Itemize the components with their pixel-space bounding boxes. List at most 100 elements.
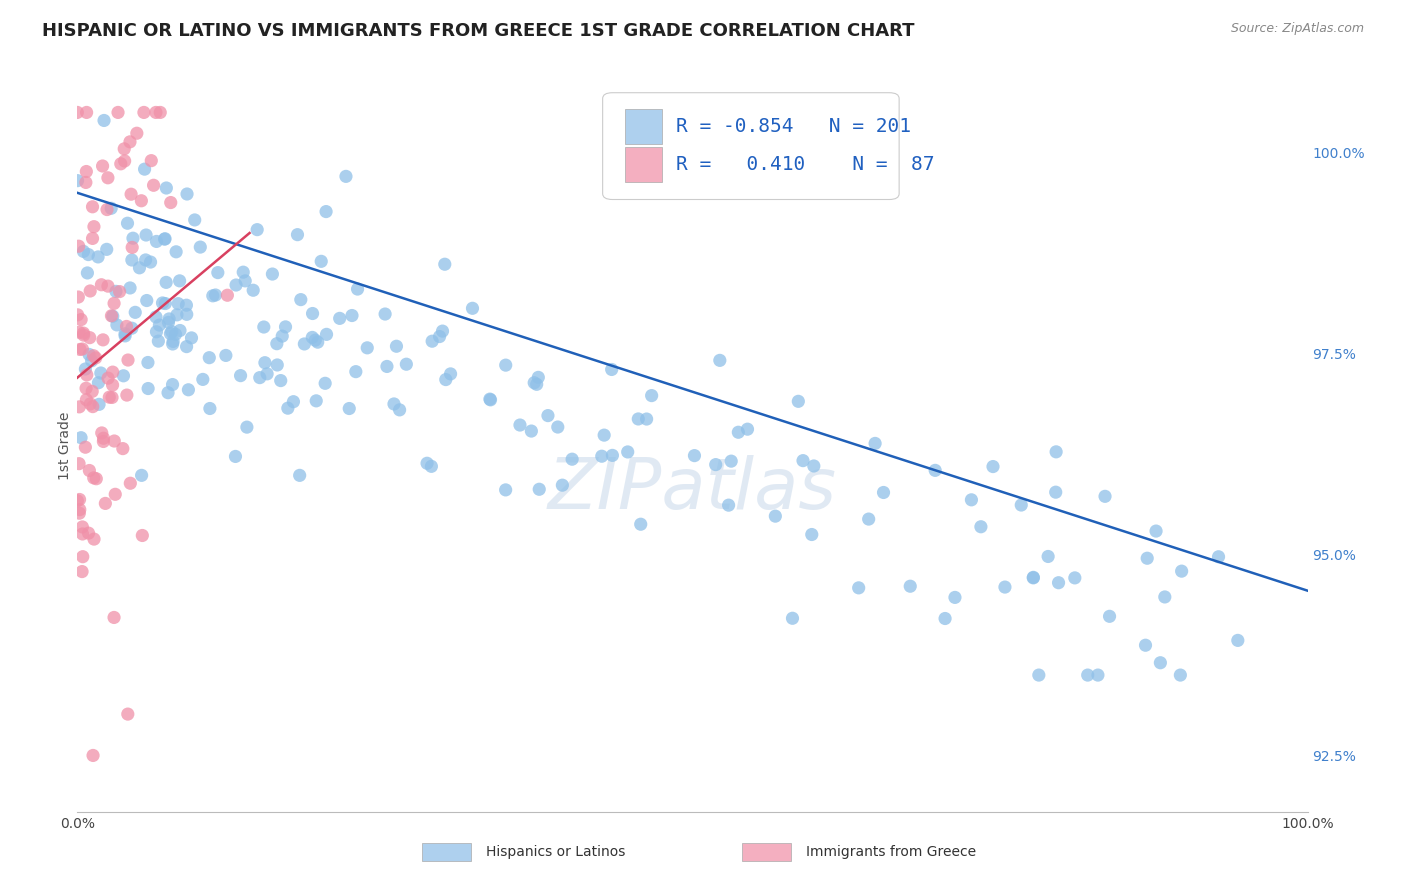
Point	[858, 512, 880, 526]
Point	[416, 456, 439, 470]
Point	[704, 458, 727, 472]
Point	[162, 377, 184, 392]
Point	[104, 285, 127, 299]
Point	[395, 357, 418, 371]
Point	[145, 325, 167, 339]
Point	[153, 232, 176, 246]
Point	[183, 213, 205, 227]
Point	[232, 265, 254, 279]
Point	[1144, 524, 1167, 538]
Point	[375, 359, 398, 374]
Point	[155, 296, 177, 310]
Point	[131, 468, 153, 483]
Point	[131, 528, 153, 542]
Point	[120, 476, 142, 491]
Point	[176, 307, 198, 321]
Point	[792, 453, 814, 467]
Point	[924, 463, 946, 477]
Point	[155, 276, 177, 290]
Point	[67, 239, 90, 253]
Point	[75, 176, 97, 190]
Point	[288, 468, 311, 483]
Point	[305, 393, 328, 408]
Point	[551, 478, 574, 492]
Text: Hispanics or Latinos: Hispanics or Latinos	[486, 845, 626, 859]
Point	[479, 392, 502, 407]
Point	[283, 394, 305, 409]
Point	[145, 235, 167, 249]
Point	[72, 342, 94, 356]
Point	[79, 397, 101, 411]
Point	[246, 222, 269, 236]
Point	[169, 274, 191, 288]
Point	[527, 370, 550, 384]
Point	[121, 240, 143, 254]
Point	[69, 343, 91, 357]
Point	[148, 334, 170, 348]
Point	[1063, 571, 1085, 585]
Point	[1170, 668, 1192, 682]
Point	[529, 483, 551, 497]
Point	[270, 374, 292, 388]
Point	[120, 187, 142, 202]
Point	[683, 449, 706, 463]
Point	[180, 331, 202, 345]
Point	[115, 388, 138, 402]
Point	[135, 293, 157, 308]
Point	[93, 434, 115, 449]
Point	[72, 549, 94, 564]
Point	[100, 309, 122, 323]
Point	[114, 329, 136, 343]
Point	[114, 153, 136, 168]
Point	[66, 174, 89, 188]
Point	[720, 454, 742, 468]
Point	[121, 252, 143, 267]
Point	[204, 288, 226, 302]
Bar	[624, 147, 662, 182]
Point	[198, 351, 221, 365]
Point	[307, 335, 329, 350]
Point	[135, 227, 157, 242]
Point	[117, 353, 139, 368]
Point	[224, 450, 246, 464]
Point	[523, 376, 546, 390]
Point	[526, 377, 548, 392]
Point	[101, 378, 124, 392]
Point	[115, 319, 138, 334]
Point	[1077, 668, 1099, 682]
Point	[1153, 590, 1175, 604]
Point	[271, 329, 294, 343]
Point	[1149, 656, 1171, 670]
Point	[176, 340, 198, 354]
Point	[593, 428, 616, 442]
Point	[432, 324, 454, 338]
Point	[737, 422, 759, 436]
Point	[145, 105, 167, 120]
Point	[75, 440, 97, 454]
Point	[872, 485, 894, 500]
Point	[356, 341, 378, 355]
Point	[287, 227, 309, 242]
Point	[981, 459, 1004, 474]
Point	[105, 318, 128, 332]
Point	[344, 365, 367, 379]
Point	[67, 457, 90, 471]
Bar	[422, 843, 471, 861]
Point	[236, 420, 259, 434]
Point	[863, 436, 886, 450]
Text: ZIPatlas: ZIPatlas	[548, 456, 837, 524]
Point	[135, 252, 157, 267]
Point	[70, 431, 93, 445]
Point	[160, 325, 183, 339]
Point	[142, 178, 165, 193]
Point	[110, 157, 132, 171]
Text: HISPANIC OR LATINO VS IMMIGRANTS FROM GREECE 1ST GRADE CORRELATION CHART: HISPANIC OR LATINO VS IMMIGRANTS FROM GR…	[42, 22, 915, 40]
Point	[439, 367, 461, 381]
Point	[787, 394, 810, 409]
Point	[337, 401, 360, 416]
Point	[136, 382, 159, 396]
Point	[253, 320, 276, 334]
Point	[616, 445, 638, 459]
Point	[388, 402, 411, 417]
Point	[346, 282, 368, 296]
